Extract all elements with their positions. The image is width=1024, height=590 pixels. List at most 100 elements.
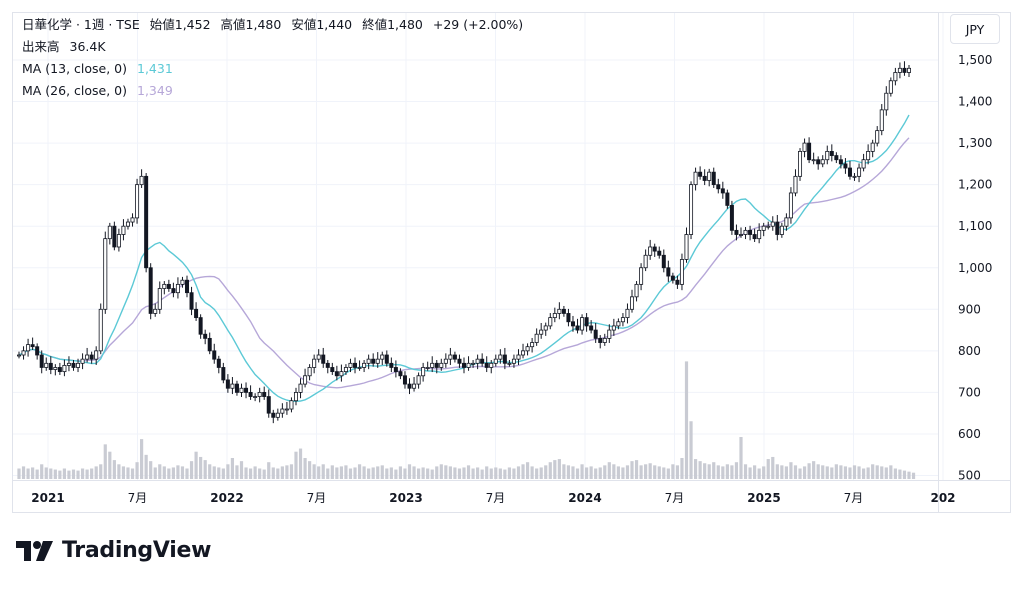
candle-body [743, 229, 748, 235]
x-tick-label: 7月 [128, 491, 148, 505]
volume-bar [625, 465, 630, 479]
volume-bar [194, 451, 198, 479]
candle-body [866, 151, 871, 161]
volume-bar [675, 465, 680, 479]
candle-body [125, 221, 130, 227]
price-chart[interactable]: 1,500 1,400 1,300 1,200 1,100 1,000 900 800 700 6… [13, 13, 1010, 512]
volume-bar [757, 468, 761, 479]
volume-bar [339, 466, 343, 479]
volume-bar [80, 468, 85, 479]
candle-body [511, 358, 516, 364]
volume-bar [911, 472, 916, 479]
candle-body [66, 362, 71, 366]
volume-bar [262, 469, 266, 479]
chart-frame[interactable]: 1,500 1,400 1,300 1,200 1,100 1,000 900 800 700 6… [12, 12, 1011, 513]
volume-bar [857, 466, 861, 479]
volume-bar [67, 470, 71, 479]
candle-body [393, 367, 398, 373]
tradingview-brand[interactable]: TradingView [16, 538, 211, 563]
candle-body [103, 238, 108, 310]
candle-body [566, 313, 571, 323]
x-tick-label: 7月 [307, 491, 327, 505]
volume-bar [62, 468, 67, 479]
x-tick-label: 7月 [486, 491, 506, 505]
volume-bar [693, 459, 698, 479]
volume-bar [344, 465, 348, 479]
candle-body [280, 408, 285, 414]
volume-bar [140, 439, 144, 479]
candle-body [666, 267, 671, 277]
candle-body [53, 367, 58, 370]
volume-bar [31, 467, 35, 479]
volume-bar [167, 468, 171, 479]
volume-bar [712, 462, 716, 479]
volume-bar [103, 444, 107, 479]
candle-body [48, 362, 53, 370]
candle-body [330, 367, 335, 373]
candle-body [85, 354, 90, 360]
candle-body [39, 354, 44, 368]
volume-bar [171, 467, 175, 479]
legend-symbol[interactable]: 日華化学 · 1週 · TSE [22, 17, 140, 32]
volume-bar [357, 464, 362, 479]
volume-bar [816, 464, 820, 479]
volume-bar [130, 468, 135, 479]
candle-body [316, 354, 321, 360]
candle-body [720, 188, 725, 194]
candle-body [443, 358, 448, 364]
candle-body [343, 367, 348, 373]
volume-bar [825, 466, 829, 479]
candle-body [589, 325, 594, 331]
candle-body [380, 354, 385, 360]
currency-button[interactable]: JPY [950, 14, 1000, 44]
volume-bar [258, 468, 262, 479]
volume-bar [212, 466, 216, 479]
volume-bar [117, 464, 121, 479]
candle-body [543, 325, 548, 331]
y-tick-label: 1,200 [958, 178, 992, 192]
legend-ma13-row[interactable]: MA (13, close, 0) 1,431 [22, 60, 179, 78]
candle-body [253, 396, 258, 398]
y-tick-label: 1,000 [958, 261, 992, 275]
volume-bar [71, 469, 76, 479]
candle-body [857, 167, 862, 177]
volume-bar [766, 459, 770, 479]
y-tick-label: 500 [958, 469, 981, 483]
candle-body [752, 234, 757, 240]
volume-bar [185, 468, 189, 479]
volume-bar [607, 462, 611, 479]
candle-body [371, 358, 376, 364]
volume-bar [839, 465, 843, 479]
volume-bar [907, 471, 911, 479]
volume-bar [634, 460, 639, 479]
x-tick-label: 2025 [747, 491, 780, 505]
volume-bar [512, 468, 516, 479]
candle-body [148, 267, 153, 314]
candle-body [434, 362, 439, 368]
candle-body [766, 225, 771, 228]
candle-body [788, 192, 793, 219]
legend-ma26-row[interactable]: MA (26, close, 0) 1,349 [22, 82, 179, 100]
candle-body [180, 279, 185, 285]
candle-body [234, 383, 239, 393]
volume-bar [40, 464, 44, 479]
candle-body [816, 159, 821, 165]
candle-body [648, 246, 653, 256]
legend-volume-row[interactable]: 出来高 36.4K [22, 38, 112, 56]
volume-bar [430, 469, 434, 479]
candle-body [166, 283, 171, 289]
volume-bar [707, 464, 711, 479]
candle-body [94, 350, 99, 360]
volume-bar [276, 468, 280, 479]
volume-bar [76, 470, 80, 479]
volume-bar [480, 469, 484, 479]
volume-bar [317, 466, 321, 479]
candle-body [639, 267, 644, 285]
candle-body [412, 383, 417, 389]
candle-body [189, 292, 194, 310]
volume-bar [421, 467, 425, 479]
candle-body [248, 391, 253, 397]
volume-bar [412, 466, 416, 479]
candle-body [738, 234, 743, 236]
volume-bar [544, 465, 548, 479]
